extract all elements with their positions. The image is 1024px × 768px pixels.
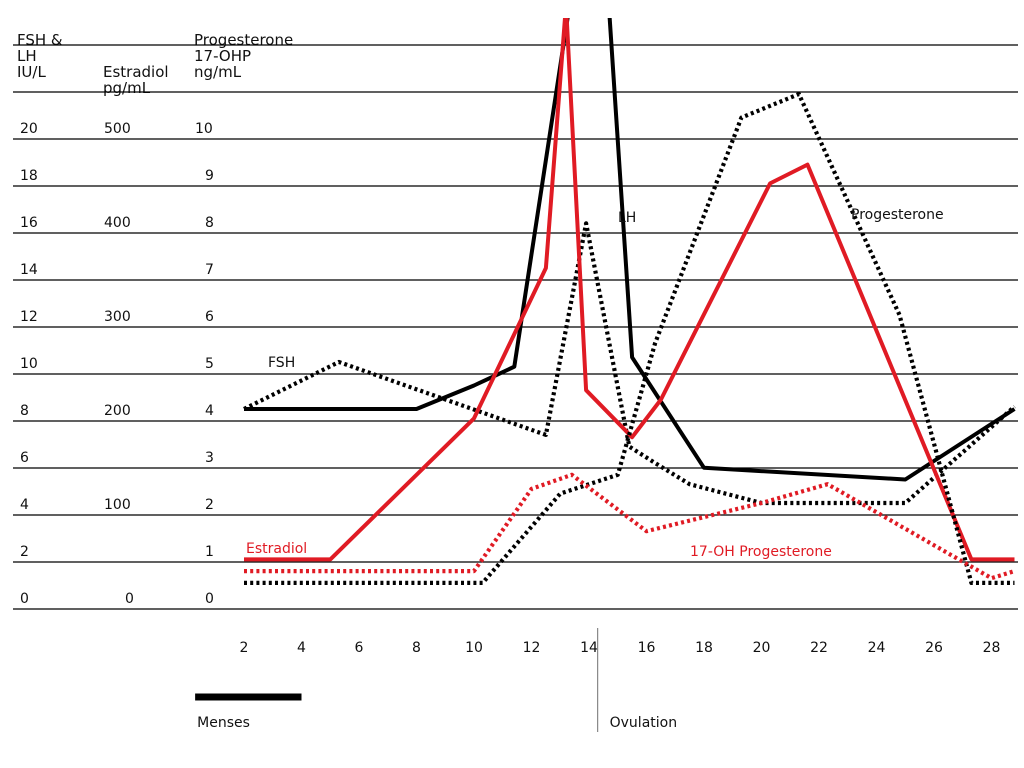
fsh-lh-tick-label: 12 — [20, 309, 38, 325]
fsh-lh-tick-label: 20 — [20, 121, 38, 137]
x-tick-label: 2 — [240, 640, 249, 656]
x-tick-label: 16 — [638, 640, 656, 656]
x-tick-label: 26 — [925, 640, 943, 656]
fsh-lh-tick-label: 18 — [20, 168, 38, 184]
series-line-17-oh-progesterone — [244, 472, 1016, 581]
series-line-progesterone — [244, 91, 1015, 586]
fsh-lh-tick-label: 14 — [20, 262, 38, 278]
fsh-lh-tick-label: 16 — [20, 215, 38, 231]
estradiol-tick-label: 500 — [104, 121, 131, 137]
estradiol-tick-label: 400 — [104, 215, 131, 231]
progesterone-tick-label: 8 — [205, 215, 214, 231]
series-label-estradiol: Estradiol — [246, 541, 307, 557]
progesterone-tick-label: 3 — [205, 450, 214, 466]
x-tick-label: 28 — [983, 640, 1001, 656]
series-label-lh: LH — [618, 210, 636, 226]
estradiol-tick-label: 200 — [104, 403, 131, 419]
x-tick-label: 6 — [355, 640, 364, 656]
x-tick-label: 8 — [412, 640, 421, 656]
x-tick-label: 20 — [753, 640, 771, 656]
series-line-estradiol — [244, 18, 1015, 562]
series-label-fsh: FSH — [268, 355, 295, 371]
menses-label: Menses — [197, 715, 250, 731]
progesterone-tick-label: 7 — [205, 262, 214, 278]
progesterone-tick-label: 9 — [205, 168, 214, 184]
progesterone-tick-label: 2 — [205, 497, 214, 513]
fsh-lh-tick-label: 6 — [20, 450, 29, 466]
series-label-progesterone: Progesterone — [851, 207, 944, 223]
estradiol-tick-label: 100 — [104, 497, 131, 513]
x-tick-label: 4 — [297, 640, 306, 656]
x-tick-label: 18 — [695, 640, 713, 656]
x-tick-label: 14 — [580, 640, 598, 656]
estradiol-tick-label: 300 — [104, 309, 131, 325]
fsh-lh-tick-label: 2 — [20, 544, 29, 560]
progesterone-tick-label: 5 — [205, 356, 214, 372]
fsh-lh-axis-header: FSH & LH IU/L — [17, 31, 63, 81]
fsh-lh-tick-label: 4 — [20, 497, 29, 513]
x-tick-label: 10 — [465, 640, 483, 656]
fsh-lh-tick-label: 8 — [20, 403, 29, 419]
series-line-fsh — [243, 221, 1016, 506]
x-tick-label: 12 — [523, 640, 541, 656]
ovulation-label: Ovulation — [610, 715, 677, 731]
fsh-lh-tick-label: 10 — [20, 356, 38, 372]
progesterone-tick-label: 1 — [205, 544, 214, 560]
estradiol-tick-label: 0 — [125, 591, 134, 607]
x-tick-label: 22 — [810, 640, 828, 656]
progesterone-tick-label: 4 — [205, 403, 214, 419]
progesterone-tick-label: 6 — [205, 309, 214, 325]
x-tick-label: 24 — [868, 640, 886, 656]
progesterone-tick-label: 10 — [195, 121, 213, 137]
series-label-17-oh-progesterone: 17-OH Progesterone — [690, 544, 832, 560]
progesterone-axis-header: Progesterone 17-OHP ng/mL — [194, 31, 294, 81]
series-line-lh — [244, 18, 1016, 482]
fsh-lh-tick-label: 0 — [20, 591, 29, 607]
progesterone-tick-label: 0 — [205, 591, 214, 607]
